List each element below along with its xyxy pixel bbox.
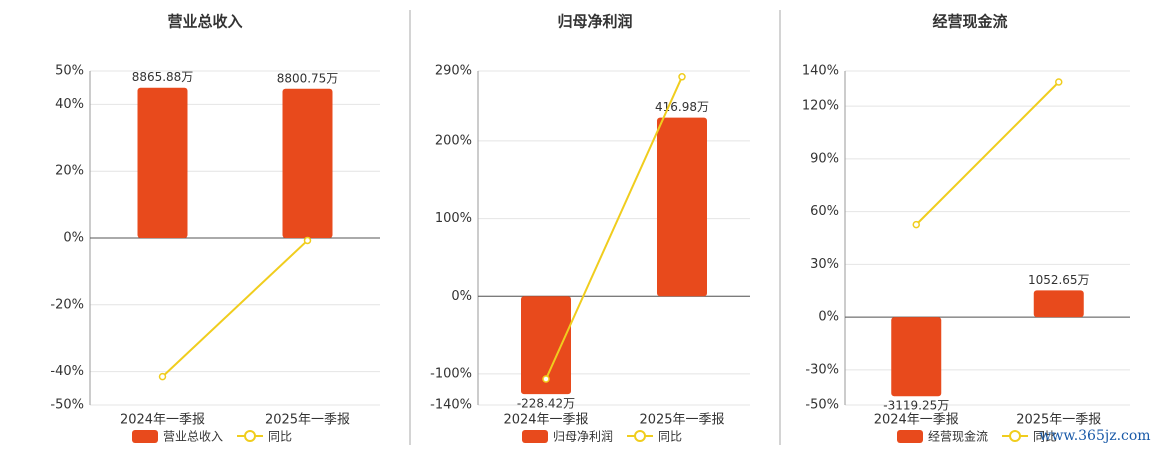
- point: [158, 372, 167, 381]
- bar: [1033, 290, 1084, 318]
- chart-title: 经营现金流: [932, 13, 1007, 31]
- y-tick-label: 0%: [63, 231, 84, 246]
- chart-title: 归母净利润: [557, 13, 632, 31]
- y-tick-label: 200%: [435, 133, 472, 148]
- legend-label: 营业总收入: [163, 430, 223, 444]
- bar: [657, 117, 707, 297]
- y-tick-label: 90%: [810, 151, 839, 166]
- y-tick-label: 0%: [451, 289, 472, 304]
- bar: [137, 87, 188, 238]
- y-tick-label: -30%: [805, 362, 839, 377]
- line: [915, 81, 1060, 226]
- y-tick-label: 20%: [55, 164, 84, 179]
- value-label: 8865.88万: [132, 70, 194, 84]
- y-tick-label: 140%: [802, 64, 839, 79]
- legend-swatch: [634, 430, 647, 442]
- point: [678, 73, 686, 81]
- watermark: www.365jz.com: [1039, 428, 1150, 444]
- legend-swatch: [132, 430, 158, 443]
- x-tick-label: 2024年一季报: [120, 413, 205, 428]
- bar: [891, 317, 942, 397]
- y-tick-label: 30%: [810, 257, 839, 272]
- legend-label: 同比: [658, 430, 682, 444]
- y-tick-label: 50%: [55, 64, 84, 79]
- y-tick-label: 120%: [802, 99, 839, 114]
- x-tick-label: 2024年一季报: [503, 413, 588, 428]
- legend-label: 同比: [1033, 430, 1057, 444]
- value-label: 416.98万: [655, 100, 709, 114]
- y-tick-label: -50%: [805, 398, 839, 413]
- y-tick-label: -50%: [50, 398, 84, 413]
- x-tick-label: 2024年一季报: [874, 413, 959, 428]
- y-tick-label: -100%: [430, 366, 472, 381]
- y-tick-label: 100%: [435, 211, 472, 226]
- legend-swatch: [897, 430, 923, 443]
- y-tick-label: 0%: [818, 310, 839, 325]
- point: [1055, 78, 1063, 86]
- point: [542, 375, 550, 383]
- legend-swatch: [244, 430, 257, 442]
- line: [161, 239, 309, 378]
- y-tick-label: 290%: [435, 64, 472, 79]
- bar: [521, 296, 571, 395]
- line: [545, 76, 683, 380]
- point: [912, 220, 920, 229]
- x-tick-label: 2025年一季报: [1016, 413, 1101, 428]
- legend-label: 归母净利润: [553, 430, 613, 444]
- y-tick-label: 40%: [55, 97, 84, 112]
- chart-title: 营业总收入: [167, 13, 242, 31]
- y-tick-label: -140%: [430, 398, 472, 413]
- legend-swatch: [1009, 430, 1022, 442]
- value-label: 8800.75万: [277, 71, 339, 85]
- legend-swatch: [522, 430, 548, 443]
- y-tick-label: -40%: [50, 364, 84, 379]
- y-tick-label: -20%: [50, 297, 84, 312]
- legend-label: 同比: [268, 430, 292, 444]
- value-label: -3119.25万: [883, 399, 949, 413]
- y-tick-label: 60%: [810, 204, 839, 219]
- value-label: 1052.65万: [1028, 273, 1090, 287]
- bar: [282, 88, 333, 238]
- x-tick-label: 2025年一季报: [639, 413, 724, 428]
- point: [303, 236, 312, 245]
- legend-label: 经营现金流: [928, 429, 988, 444]
- value-label: -228.42万: [517, 397, 575, 411]
- x-tick-label: 2025年一季报: [265, 413, 350, 428]
